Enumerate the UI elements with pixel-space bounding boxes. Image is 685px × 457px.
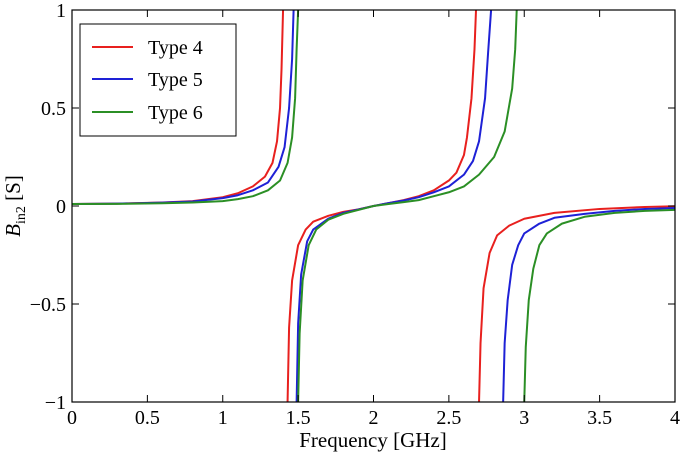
plot-frame — [71, 9, 676, 403]
y-tick-label: 0.5 — [41, 98, 66, 120]
series-layer — [71, 9, 676, 403]
x-tick-label: 0.5 — [135, 407, 160, 429]
series-line-type-4-branch-3 — [478, 205, 676, 403]
ticks-layer: 0 0.5 1 1.5 2 2.5 3 3.5 4 −1 −0.5 0 0.5 1 — [30, 0, 680, 429]
x-axis-label: Frequency [GHz] — [299, 428, 447, 452]
legend-label-type-6: Type 6 — [148, 102, 203, 124]
x-tick-label: 3 — [519, 407, 529, 429]
y-axis-label-unit: [S] — [1, 175, 25, 206]
x-tick-label: 4 — [670, 407, 680, 429]
x-tick-label: 1.5 — [286, 407, 311, 429]
series-line-type-5-branch-2 — [295, 9, 493, 403]
series-line-type-6-branch-3 — [523, 208, 676, 403]
x-tick-label: 1 — [218, 407, 228, 429]
series-line-type-5-branch-3 — [502, 206, 676, 403]
y-axis-label-main: B — [1, 224, 25, 237]
x-tick-label: 2.5 — [436, 407, 461, 429]
legend-label-type-4: Type 4 — [148, 37, 203, 59]
y-axis-label: Bin2 [S] — [1, 175, 29, 237]
series-line-type-6-branch-2 — [297, 9, 518, 403]
series-line-type-6-branch-1 — [71, 9, 300, 206]
y-tick-label: −0.5 — [30, 294, 66, 316]
x-tick-label: 3.5 — [587, 407, 612, 429]
legend-label-type-5: Type 5 — [148, 69, 203, 91]
x-tick-label: 2 — [369, 407, 379, 429]
y-tick-label: −1 — [45, 392, 66, 414]
y-axis-label-subscript: in2 — [14, 206, 29, 224]
y-tick-label: 1 — [56, 0, 66, 22]
y-tick-label: 0 — [56, 196, 66, 218]
x-tick-label: 0 — [67, 407, 77, 429]
legend: Type 4 Type 5 Type 6 — [79, 23, 237, 137]
